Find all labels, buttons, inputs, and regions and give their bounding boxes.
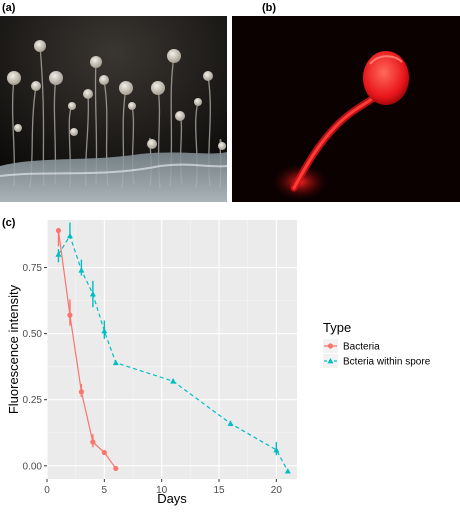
y-tick-label: 0.00 (23, 461, 43, 472)
legend-title: Type (323, 320, 351, 335)
legend: Type Bacteria Bcteria within spore (323, 320, 431, 368)
panel-label-a: (a) (2, 2, 16, 14)
series-spore (55, 222, 291, 474)
series-layer (55, 222, 291, 474)
data-point (67, 312, 73, 318)
data-point (89, 291, 96, 297)
fluorescence-photo (232, 16, 460, 202)
data-point (112, 359, 119, 366)
data-point (101, 449, 107, 456)
series-bacteria (55, 227, 119, 472)
y-axis-title: Fluorescence intensity (6, 284, 21, 414)
sporangia-photo (0, 16, 227, 202)
data-point (101, 328, 108, 334)
y-tick-label: 0.75 (23, 263, 43, 274)
series-line (57, 230, 117, 469)
data-point (90, 439, 96, 445)
y-tick-label: 0.50 (23, 329, 43, 340)
x-tick-label: 15 (213, 485, 225, 496)
x-tick-label: 0 (44, 485, 50, 496)
legend-key-marker (327, 343, 334, 349)
panel-label-b: (b) (262, 2, 277, 14)
data-point (55, 251, 62, 257)
data-point (284, 468, 291, 474)
y-tick-label: 0.25 (23, 395, 43, 406)
data-point (78, 389, 85, 395)
data-point (66, 232, 73, 239)
panel-label-c: (c) (2, 217, 16, 229)
fluorescence-chart: 0 5 10 15 20 0.00 0.25 0.50 0.75 Fluorescence in… (0, 215, 460, 509)
legend-label: Bacteria (343, 342, 380, 353)
legend-key-marker (327, 358, 334, 364)
data-point (170, 378, 177, 384)
x-tick-label: 20 (271, 485, 283, 496)
axes: 0 5 10 15 20 0.00 0.25 0.50 0.75 (23, 263, 283, 496)
data-point (78, 267, 85, 273)
x-tick-label: 10 (156, 485, 168, 496)
data-point (113, 465, 119, 472)
grid (46, 220, 297, 479)
x-tick-label: 5 (102, 485, 108, 496)
data-point (227, 420, 234, 426)
data-point (55, 227, 62, 234)
legend-item: Bcteria within spore (323, 354, 431, 368)
legend-item: Bacteria (323, 339, 380, 353)
data-point (273, 446, 280, 453)
x-axis-title: Days (157, 491, 187, 506)
plot-panel (47, 220, 297, 479)
legend-label: Bcteria within spore (343, 357, 431, 368)
